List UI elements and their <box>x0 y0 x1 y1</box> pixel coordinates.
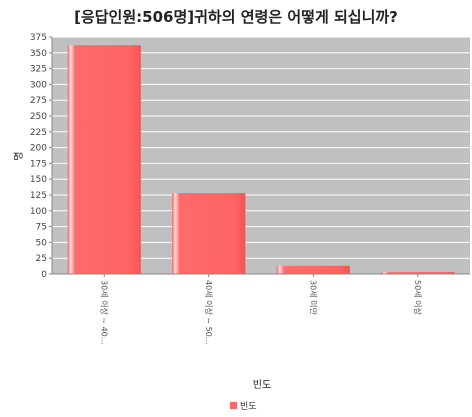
y-tick-label: 250 <box>30 112 47 122</box>
y-tick-label: 175 <box>30 159 47 169</box>
chart-title: [응답인원:506명]귀하의 연령은 어떻게 되십니까? <box>74 8 398 26</box>
x-axis-categories: 30세 이상 ~ 40... 40세 이상 ~ 50... 30세 미만 50세 이상 <box>99 274 423 344</box>
bar <box>67 45 141 274</box>
y-axis-ticks: 0 25 50 75 100 125 150 175 200 225 250 275 300 325 350… <box>30 33 52 280</box>
y-tick-label: 25 <box>36 254 47 264</box>
y-tick-label: 225 <box>30 128 47 138</box>
y-tick-label: 275 <box>30 96 47 106</box>
y-tick-label: 100 <box>30 207 47 217</box>
y-tick-label: 0 <box>41 270 47 280</box>
y-tick-label: 125 <box>30 191 47 201</box>
bar <box>381 272 455 274</box>
y-tick-label: 150 <box>30 175 47 185</box>
y-tick-label: 350 <box>30 49 47 59</box>
x-tick-label: 30세 미만 <box>308 280 317 315</box>
bar <box>276 265 350 274</box>
x-tick-label: 50세 이상 <box>413 280 423 315</box>
legend-swatch <box>230 402 237 409</box>
y-tick-label: 375 <box>30 33 47 43</box>
y-tick-label: 325 <box>30 65 47 75</box>
x-axis-label: 빈도 <box>253 379 271 391</box>
y-tick-label: 50 <box>36 238 48 248</box>
y-tick-label: 200 <box>30 144 47 154</box>
bars <box>67 45 455 274</box>
x-tick-label: 40세 이상 ~ 50... <box>204 280 214 344</box>
bar <box>172 193 246 274</box>
y-tick-label: 300 <box>30 80 47 90</box>
y-axis-label: 명 <box>13 151 25 160</box>
x-tick-label: 30세 이상 ~ 40... <box>99 280 109 344</box>
legend-label: 빈도 <box>240 401 257 412</box>
y-tick-label: 75 <box>36 223 47 233</box>
